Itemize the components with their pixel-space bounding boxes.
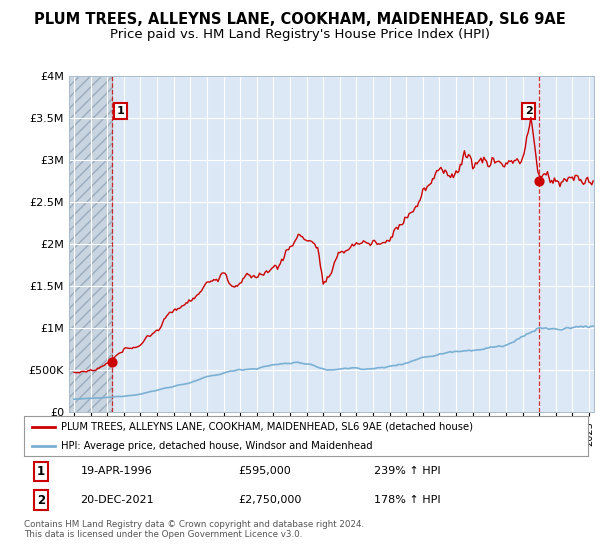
Text: PLUM TREES, ALLEYNS LANE, COOKHAM, MAIDENHEAD, SL6 9AE (detached house): PLUM TREES, ALLEYNS LANE, COOKHAM, MAIDE… [61,422,473,432]
Text: £595,000: £595,000 [238,466,291,477]
Text: Price paid vs. HM Land Registry's House Price Index (HPI): Price paid vs. HM Land Registry's House … [110,28,490,41]
Text: Contains HM Land Registry data © Crown copyright and database right 2024.
This d: Contains HM Land Registry data © Crown c… [24,520,364,539]
Text: PLUM TREES, ALLEYNS LANE, COOKHAM, MAIDENHEAD, SL6 9AE: PLUM TREES, ALLEYNS LANE, COOKHAM, MAIDE… [34,12,566,27]
Text: £2,750,000: £2,750,000 [238,495,302,505]
Text: 2: 2 [37,494,45,507]
Point [534,176,544,185]
Text: 20-DEC-2021: 20-DEC-2021 [80,495,154,505]
Text: 2: 2 [525,106,533,116]
Point [107,357,117,366]
Text: 1: 1 [37,465,45,478]
Text: HPI: Average price, detached house, Windsor and Maidenhead: HPI: Average price, detached house, Wind… [61,441,372,450]
Text: 239% ↑ HPI: 239% ↑ HPI [374,466,440,477]
Text: 178% ↑ HPI: 178% ↑ HPI [374,495,440,505]
Bar [69,76,112,412]
Text: 19-APR-1996: 19-APR-1996 [80,466,152,477]
Text: 1: 1 [116,106,124,116]
